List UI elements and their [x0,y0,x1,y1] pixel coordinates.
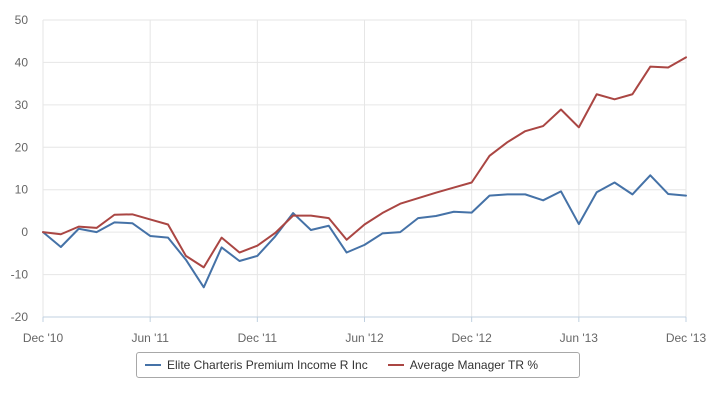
axes [42,316,687,322]
grid-lines [42,19,687,318]
x-tick-label: Jun '11 [131,331,169,345]
y-tick-label: -20 [11,310,29,324]
y-tick-label: 30 [15,98,29,112]
legend-label-average-manager: Average Manager TR % [409,358,539,372]
legend-swatch-elite-charteris [145,364,161,366]
x-tick-label: Jun '13 [560,331,599,345]
legend-item-elite-charteris[interactable]: Elite Charteris Premium Income R Inc [145,358,368,372]
legend-swatch-average-manager [387,364,404,366]
y-tick-label: 50 [15,13,29,27]
line-chart: -20 -10 0 10 20 30 40 50 Dec '10 Jun '11 Dec '11 J… [11,13,707,345]
y-tick-label: 40 [15,55,29,69]
legend-item-average-manager[interactable]: Average Manager TR % [387,358,539,372]
x-tick-label: Dec '11 [238,331,278,345]
y-tick-label: 10 [15,183,29,197]
x-tick-label: Dec '12 [452,331,493,345]
legend-label-elite-charteris: Elite Charteris Premium Income R Inc [167,358,368,372]
y-tick-label: 20 [15,140,29,154]
series-lines [42,56,687,289]
x-tick-label: Dec '13 [666,331,707,345]
series-line-average-manager[interactable] [42,56,687,269]
x-tick-label: Jun '12 [345,331,384,345]
y-tick-label: 0 [21,225,28,239]
y-axis-tick-labels: -20 -10 0 10 20 30 40 50 [11,13,29,324]
legend: Elite Charteris Premium Income R Inc Ave… [136,352,580,378]
y-tick-label: -10 [11,268,29,282]
series-line-elite-charteris[interactable] [42,174,687,289]
x-tick-label: Dec '10 [23,331,64,345]
x-axis-tick-labels: Dec '10 Jun '11 Dec '11 Jun '12 Dec '12 Jun '… [23,331,707,345]
